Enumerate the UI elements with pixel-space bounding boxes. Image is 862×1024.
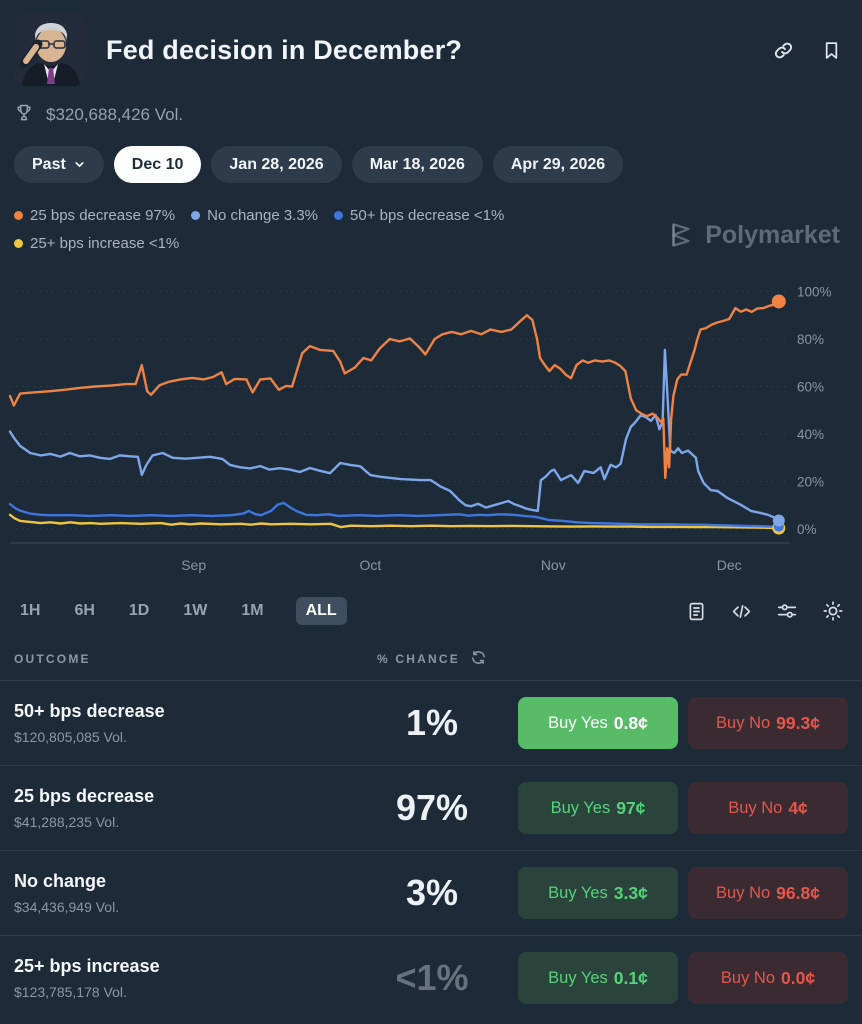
outcome-name: 50+ bps decrease <box>14 701 165 721</box>
timerange-6h[interactable]: 6H <box>72 597 96 625</box>
price-history-chart[interactable]: 100% 80% 60% 40% 20% 0% Sep Oct Nov Dec <box>0 280 862 580</box>
chance-value: 97% <box>395 787 469 828</box>
page-title: Fed decision in December? <box>106 34 463 65</box>
tab-jan-28-2026[interactable]: Jan 28, 2026 <box>211 146 342 183</box>
table-row: 50+ bps decrease $120,805,085 Vol. 1% Bu… <box>0 680 862 765</box>
legend-item-25-bps-decrease: 25 bps decrease 97% <box>14 207 175 224</box>
table-row: 25 bps decrease $41,288,235 Vol. 97% Buy… <box>0 765 862 850</box>
legend-item-25-bps-increase: 25+ bps increase <1% <box>14 235 179 252</box>
buy-yes-button[interactable]: Buy Yes 0.1¢ <box>518 952 678 1004</box>
sliders-icon[interactable] <box>776 600 798 622</box>
buy-no-button[interactable]: Buy No 4¢ <box>688 782 848 834</box>
svg-text:0%: 0% <box>797 522 817 537</box>
outcome-name: 25 bps decrease <box>14 786 155 806</box>
tab-mar-18-2026[interactable]: Mar 18, 2026 <box>351 146 483 183</box>
svg-text:Sep: Sep <box>181 557 206 573</box>
buy-yes-button[interactable]: Buy Yes 97¢ <box>518 782 678 834</box>
gear-icon[interactable] <box>822 600 844 622</box>
svg-text:Oct: Oct <box>359 557 381 573</box>
buy-no-button[interactable]: Buy No 96.8¢ <box>688 867 848 919</box>
past-dropdown[interactable]: Past <box>14 146 104 183</box>
refresh-icon[interactable] <box>470 649 487 669</box>
timerange-1h[interactable]: 1H <box>18 597 42 625</box>
market-header: Fed decision in December? <box>0 0 862 86</box>
outcome-volume: $41,288,235 Vol. <box>14 814 120 830</box>
document-icon[interactable] <box>686 601 707 622</box>
table-row: 25+ bps increase $123,785,178 Vol. <1% B… <box>0 935 862 1020</box>
code-icon[interactable] <box>731 601 752 622</box>
svg-text:100%: 100% <box>797 285 832 300</box>
volume-text: $320,688,426 Vol. <box>46 105 184 124</box>
outcome-volume: $120,805,085 Vol. <box>14 729 127 745</box>
timerange-1d[interactable]: 1D <box>127 597 151 625</box>
buy-yes-button[interactable]: Buy Yes 0.8¢ <box>518 697 678 749</box>
chance-value: 3% <box>405 872 459 913</box>
outcome-name: No change <box>14 871 107 891</box>
svg-text:20%: 20% <box>797 475 824 490</box>
bookmark-icon[interactable] <box>821 40 842 61</box>
trophy-icon <box>14 103 34 128</box>
timerange-1w[interactable]: 1W <box>181 597 209 625</box>
volume-row: $320,688,426 Vol. <box>14 104 862 126</box>
legend-dot-blue <box>334 211 344 220</box>
svg-text:80%: 80% <box>797 332 824 347</box>
buy-no-button[interactable]: Buy No 0.0¢ <box>688 952 848 1004</box>
chevron-down-icon <box>75 162 84 168</box>
svg-text:Dec: Dec <box>717 557 742 573</box>
outcome-name: 25+ bps increase <box>14 956 160 976</box>
powell-portrait-image <box>14 14 86 86</box>
chance-value: <1% <box>395 957 469 998</box>
svg-text:40%: 40% <box>797 427 824 442</box>
outcomes-table: 50+ bps decrease $120,805,085 Vol. 1% Bu… <box>0 680 862 1020</box>
legend-dot-yellow <box>14 239 23 248</box>
svg-text:60%: 60% <box>797 380 824 395</box>
buy-yes-button[interactable]: Buy Yes 3.3¢ <box>518 867 678 919</box>
market-avatar <box>14 14 86 86</box>
outcomes-table-header: OUTCOME % CHANCE <box>14 650 848 668</box>
chance-value: 1% <box>405 702 459 743</box>
chart-legend: 25 bps decrease 97% No change 3.3% 50+ b… <box>14 207 862 252</box>
date-tabs: Past Dec 10 Jan 28, 2026 Mar 18, 2026 Ap… <box>14 146 862 183</box>
column-header-chance: % CHANCE <box>377 652 460 666</box>
legend-dot-lightblue <box>191 211 201 220</box>
tab-dec-10[interactable]: Dec 10 <box>113 146 202 183</box>
legend-item-50-bps-decrease: 50+ bps decrease <1% <box>334 207 504 224</box>
buy-no-button[interactable]: Buy No 99.3¢ <box>688 697 848 749</box>
timerange-bar: 1H 6H 1D 1W 1M ALL <box>18 596 844 626</box>
timerange-1m[interactable]: 1M <box>239 597 265 625</box>
link-icon[interactable] <box>772 39 795 62</box>
legend-item-no-change: No change 3.3% <box>191 207 318 224</box>
table-row: No change $34,436,949 Vol. 3% Buy Yes 3.… <box>0 850 862 935</box>
tab-apr-29-2026[interactable]: Apr 29, 2026 <box>492 146 624 183</box>
outcome-volume: $34,436,949 Vol. <box>14 899 120 915</box>
outcome-volume: $123,785,178 Vol. <box>14 984 127 1000</box>
legend-dot-orange <box>14 211 23 220</box>
column-header-outcome: OUTCOME <box>14 652 91 666</box>
timerange-all[interactable]: ALL <box>295 597 347 625</box>
svg-text:Nov: Nov <box>541 557 566 573</box>
